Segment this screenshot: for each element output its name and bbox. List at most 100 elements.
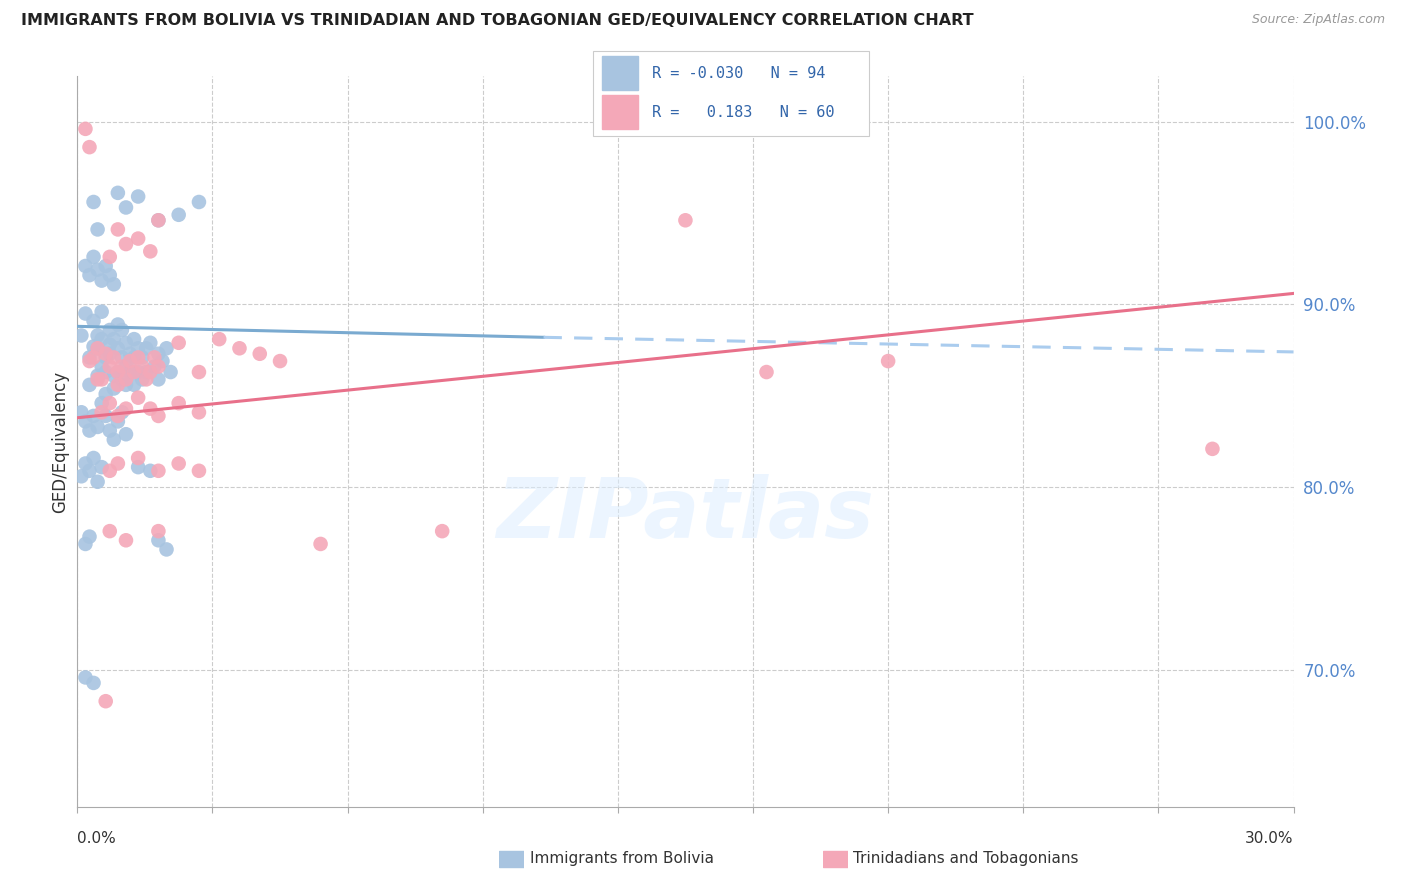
- Point: [103, 332, 125, 346]
- Point: [115, 201, 138, 215]
- Point: [94, 409, 117, 423]
- Point: [83, 250, 105, 264]
- Point: [107, 409, 129, 423]
- Point: [103, 382, 125, 396]
- Point: [127, 391, 149, 405]
- Point: [70, 405, 93, 419]
- Bar: [602, 95, 638, 129]
- Point: [269, 354, 291, 368]
- Point: [79, 351, 101, 365]
- Point: [309, 537, 332, 551]
- Bar: [602, 56, 638, 90]
- Point: [139, 464, 162, 478]
- Point: [159, 365, 181, 379]
- Point: [86, 475, 108, 489]
- Point: [83, 450, 105, 465]
- Point: [249, 347, 271, 361]
- Point: [127, 341, 149, 355]
- Text: 0.0%: 0.0%: [77, 831, 117, 847]
- Point: [188, 464, 211, 478]
- Point: [90, 359, 112, 374]
- Point: [79, 530, 101, 544]
- Point: [122, 377, 145, 392]
- Point: [103, 368, 125, 383]
- Point: [83, 409, 105, 423]
- Point: [70, 469, 93, 483]
- Point: [94, 347, 117, 361]
- Point: [111, 359, 134, 374]
- Point: [107, 414, 129, 428]
- Text: ZIPatlas: ZIPatlas: [496, 475, 875, 555]
- Point: [148, 409, 170, 423]
- Point: [86, 341, 108, 355]
- Point: [143, 351, 166, 365]
- Point: [115, 335, 138, 350]
- Point: [1201, 442, 1223, 456]
- Point: [86, 328, 108, 343]
- Point: [79, 354, 101, 368]
- Point: [83, 676, 105, 690]
- Point: [127, 450, 149, 465]
- Point: [79, 140, 101, 154]
- Point: [107, 186, 129, 200]
- Text: IMMIGRANTS FROM BOLIVIA VS TRINIDADIAN AND TOBAGONIAN GED/EQUIVALENCY CORRELATIO: IMMIGRANTS FROM BOLIVIA VS TRINIDADIAN A…: [21, 13, 974, 29]
- Point: [188, 365, 211, 379]
- Point: [103, 351, 125, 365]
- Text: Trinidadians and Tobagonians: Trinidadians and Tobagonians: [853, 851, 1078, 865]
- Text: R =   0.183   N = 60: R = 0.183 N = 60: [652, 105, 835, 120]
- Point: [86, 262, 108, 277]
- Point: [107, 318, 129, 332]
- Point: [167, 457, 190, 471]
- Text: 30.0%: 30.0%: [1246, 831, 1294, 847]
- Point: [115, 533, 138, 548]
- Point: [94, 365, 117, 379]
- Point: [127, 231, 149, 245]
- Point: [75, 121, 97, 136]
- Point: [98, 323, 121, 337]
- Point: [98, 396, 121, 410]
- Point: [107, 365, 129, 379]
- Point: [90, 460, 112, 475]
- Point: [75, 457, 97, 471]
- Point: [90, 396, 112, 410]
- Point: [79, 268, 101, 282]
- Point: [98, 268, 121, 282]
- Point: [188, 194, 211, 209]
- Point: [86, 420, 108, 434]
- Point: [208, 332, 231, 346]
- Point: [148, 347, 170, 361]
- Point: [148, 524, 170, 538]
- Point: [70, 328, 93, 343]
- Y-axis label: GED/Equivalency: GED/Equivalency: [51, 370, 69, 513]
- Point: [118, 347, 141, 361]
- Point: [675, 213, 697, 227]
- Point: [86, 341, 108, 355]
- Point: [135, 341, 157, 355]
- Point: [111, 323, 134, 337]
- Point: [115, 401, 138, 416]
- Point: [139, 401, 162, 416]
- Point: [118, 354, 141, 368]
- Point: [115, 427, 138, 442]
- Point: [98, 250, 121, 264]
- Point: [148, 359, 170, 374]
- Point: [122, 365, 145, 379]
- Point: [83, 351, 105, 365]
- Point: [127, 365, 149, 379]
- Point: [98, 359, 121, 374]
- Point: [167, 335, 190, 350]
- Point: [103, 277, 125, 292]
- Point: [755, 365, 778, 379]
- Point: [155, 542, 177, 557]
- Point: [107, 457, 129, 471]
- Point: [228, 341, 250, 355]
- Point: [131, 359, 153, 374]
- Bar: [499, 851, 524, 867]
- Point: [127, 351, 149, 365]
- Point: [94, 351, 117, 365]
- Point: [877, 354, 900, 368]
- Point: [94, 387, 117, 401]
- Point: [90, 274, 112, 288]
- Point: [127, 460, 149, 475]
- Point: [98, 524, 121, 538]
